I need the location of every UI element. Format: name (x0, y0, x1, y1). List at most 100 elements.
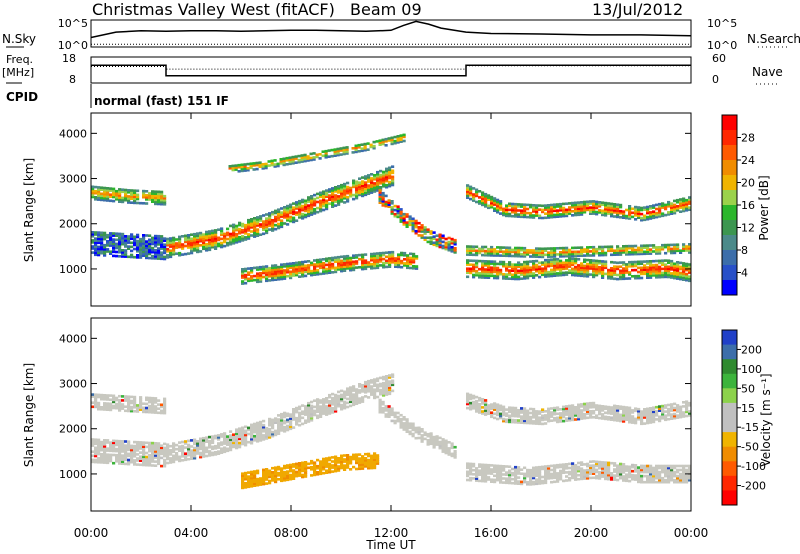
power-cells-cell-1 (286, 219, 290, 222)
power-cells-cell-5 (438, 233, 442, 237)
power-cells-cell-1 (376, 170, 380, 174)
power-cells-cell-4 (106, 240, 110, 243)
power-cells-cell-1 (172, 236, 176, 240)
power-cells-cell-5 (387, 205, 391, 208)
vel-cells-cell-4 (478, 411, 482, 414)
vel-cells-cell-1 (181, 440, 185, 444)
power-cells-cell-2 (363, 148, 367, 152)
vel-cells-cell-2 (274, 470, 278, 474)
power-cells-cell-8 (550, 255, 554, 258)
power-cells-cell-8 (562, 246, 566, 250)
vel-cells-cell-2 (322, 467, 326, 471)
power-cells-cell-2 (273, 159, 277, 162)
vel-cells-cell-4 (529, 421, 533, 425)
power-cells-cell-7 (589, 261, 593, 264)
power-cells-cell-3 (298, 261, 302, 264)
power-cells-cell-0 (115, 191, 119, 195)
power-cells-cell-1 (223, 236, 227, 240)
power-cells-cell-1 (187, 246, 191, 249)
power-cells-cell-7 (472, 259, 476, 263)
power-cells-cell-3 (262, 275, 266, 279)
vel-cells-cell-4 (565, 409, 569, 412)
power-cells-cell-5 (444, 245, 448, 249)
power-cells-cell-7 (472, 269, 476, 273)
vel-cells-cell-1 (268, 417, 272, 421)
vel-cells-cell-2 (325, 471, 329, 474)
power-cells-cell-1 (190, 245, 194, 249)
vel-cells-cell-2 (310, 461, 314, 465)
vel-cells-cell-0 (160, 411, 164, 415)
power-cells-cell-6 (484, 196, 488, 200)
vel-cells-cell-2 (325, 469, 329, 472)
power-cells-cell-6 (637, 208, 641, 211)
vel-cells-cell-5 (487, 468, 491, 471)
power-cells-cell-1 (253, 229, 257, 232)
power-cells-cell-1 (340, 192, 344, 195)
vel-cells-cell-4 (490, 407, 494, 410)
power-cells-cell-5 (426, 228, 430, 231)
vel-cells-cell-2 (304, 469, 308, 472)
power-cells-cell-6 (571, 201, 575, 205)
power-cells-cell-1 (319, 203, 323, 207)
power-cells-cell-7 (598, 261, 602, 265)
power-cells-cell-1 (214, 243, 218, 246)
nsky-series-line (90, 20, 692, 39)
vel-cells-cell-1 (391, 383, 395, 387)
power-cells-cell-7 (649, 262, 653, 265)
power-cells-cell-7 (625, 267, 629, 270)
power-cells-cell-1 (205, 244, 209, 248)
vel-cells-cell-3 (94, 440, 98, 443)
power-cells-cell-2 (333, 150, 337, 153)
power-cells-cell-6 (496, 204, 500, 208)
power-cells-cell-5 (429, 240, 433, 243)
power-cells-cell-7 (559, 271, 563, 275)
power-cells-cell-1 (340, 194, 344, 197)
power-cells-cell-4 (100, 251, 104, 255)
power-cells-cell-4 (133, 255, 137, 259)
power-cells-cell-1 (241, 231, 245, 234)
power-cells-cell-2 (228, 167, 232, 170)
vel-cells-cell-3 (145, 441, 149, 445)
power-cells-cell-1 (187, 236, 191, 239)
vel-cells-cell-5 (514, 472, 518, 475)
power-cells-cell-6 (529, 205, 533, 209)
power-cells-cell-6 (559, 209, 563, 212)
power-cells-cell-4 (115, 254, 119, 258)
vel-cells-cell-0 (103, 402, 107, 405)
power-cells-cell-4 (97, 231, 101, 234)
power-cells-cell-7 (523, 269, 527, 272)
power-cells-cell-5 (396, 213, 400, 217)
vel-cells-cell-3 (127, 448, 131, 452)
power-cells-cell-6 (469, 191, 473, 195)
power-cells-cell-4 (103, 250, 107, 253)
power-cells-cell-1 (283, 214, 287, 217)
vel-cells-cell-2 (262, 482, 266, 486)
vel-cells-cell-4 (601, 413, 605, 416)
vel-cells-cell-1 (319, 407, 323, 410)
vel-cells-cell-2 (289, 475, 293, 479)
power-cells-cell-6 (589, 210, 593, 213)
vel-cells-cell-1 (325, 397, 329, 400)
power-cells-cell-8 (676, 243, 680, 246)
vel-cells-cell-2 (328, 462, 332, 466)
vel-cells-cell-0 (97, 395, 101, 399)
vel-cells-cell-1 (361, 388, 365, 391)
vel-cells-cell-1 (328, 402, 332, 405)
power-cells-cell-7 (466, 269, 470, 272)
power-cells-cell-5 (447, 242, 451, 246)
vel-cells-cell-4 (649, 407, 653, 410)
power-cells-cell-4 (94, 237, 98, 240)
vel-cells-cell-4 (526, 409, 530, 413)
vel-cells-cell-5 (478, 473, 482, 476)
power-cells-cell-3 (301, 273, 305, 276)
power-cells-cell-6 (571, 214, 575, 217)
power-cells-cell-6 (628, 209, 632, 212)
vel-cells-cell-2 (265, 468, 269, 471)
power-cells-cell-4 (124, 243, 128, 246)
vel-cells-cell-1 (277, 424, 281, 427)
power-cells-cell-0 (136, 201, 140, 205)
vel-cells-cell-1 (328, 404, 332, 407)
power-cells-cell-1 (217, 244, 221, 248)
power-cells-cell-3 (346, 257, 350, 260)
vel-cells-cell-4 (589, 414, 593, 417)
